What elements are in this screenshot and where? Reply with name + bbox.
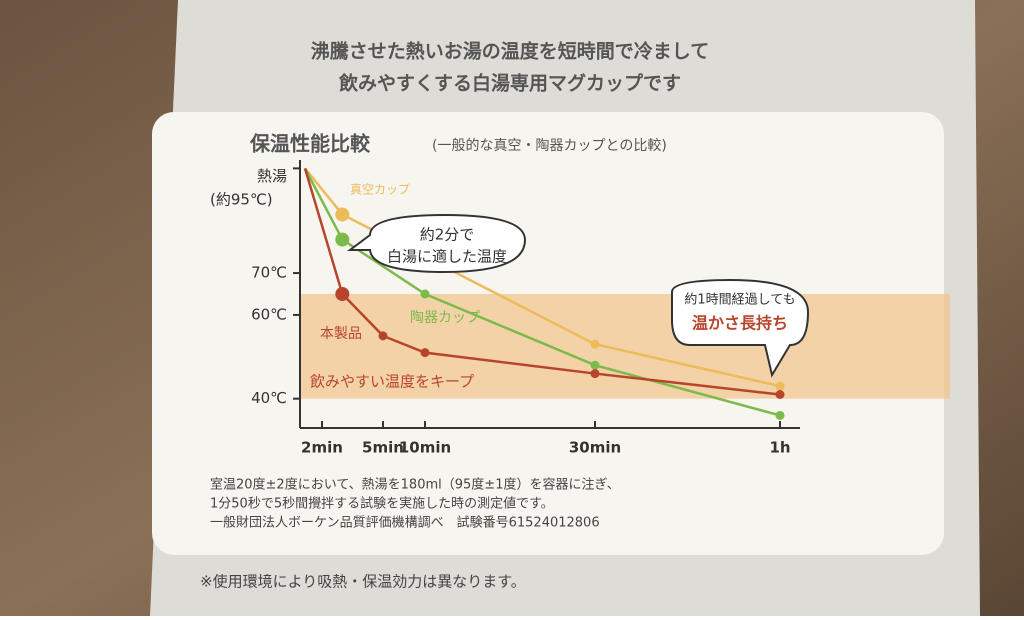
callout-text: 温かさ長持ち	[691, 314, 788, 333]
callout-bubble	[671, 278, 810, 378]
series-line	[303, 168, 781, 396]
y-tick-label: 40℃	[251, 389, 287, 407]
callout-bubble	[347, 213, 527, 274]
data-point	[590, 339, 600, 349]
data-point	[420, 289, 430, 299]
series-label: 本製品	[320, 326, 362, 342]
callout-text: 白湯に適した温度	[387, 248, 507, 266]
note: 室温20度±2度において、熱湯を180ml（95度±1度）を容器に注ぎ、	[210, 477, 620, 493]
series-line	[304, 167, 781, 388]
y-tick-label: 熱湯	[257, 167, 287, 185]
data-point	[775, 410, 785, 420]
data-point	[335, 232, 350, 247]
chart-title: 保温性能比較	[249, 132, 371, 156]
series-label: 陶器カップ	[410, 310, 480, 326]
header-line: 飲みやすくする白湯専用マグカップです	[338, 72, 681, 95]
callout-text: 約2分で	[420, 226, 475, 244]
data-point	[775, 381, 785, 391]
header-line: 沸騰させた熱いお湯の温度を短時間で冷まして	[311, 40, 709, 63]
footnote: ※使用環境により吸熱・保温効力は異なります。	[200, 573, 526, 591]
data-point	[335, 287, 350, 301]
callout-text: 約1時間経過しても	[684, 293, 795, 308]
x-tick-label: 5min	[362, 439, 404, 457]
note: 一般財団法人ボーケン品質評価機構調べ 試験番号61524012806	[210, 515, 600, 531]
y-axis-note: (約95℃)	[210, 191, 273, 209]
data-point	[775, 390, 785, 399]
band-label: 飲みやすい温度をキープ	[310, 372, 474, 390]
x-tick-label: 1h	[769, 439, 790, 457]
data-point	[590, 369, 600, 379]
data-point	[590, 360, 600, 370]
x-tick-label: 10min	[399, 439, 451, 457]
y-tick-label: 70℃	[251, 264, 287, 282]
y-tick-label: 60℃	[251, 305, 287, 323]
x-tick-label: 2min	[301, 439, 343, 457]
chart-subtitle: (一般的な真空・陶器カップとの比較)	[432, 138, 667, 154]
data-point	[378, 331, 388, 341]
x-tick-label: 30min	[569, 439, 621, 457]
data-point	[420, 348, 430, 358]
series-label: 真空カップ	[350, 183, 410, 197]
data-point	[335, 207, 350, 222]
note: 1分50秒で5秒間攪拌する試験を実施した時の測定値です。	[210, 496, 554, 512]
